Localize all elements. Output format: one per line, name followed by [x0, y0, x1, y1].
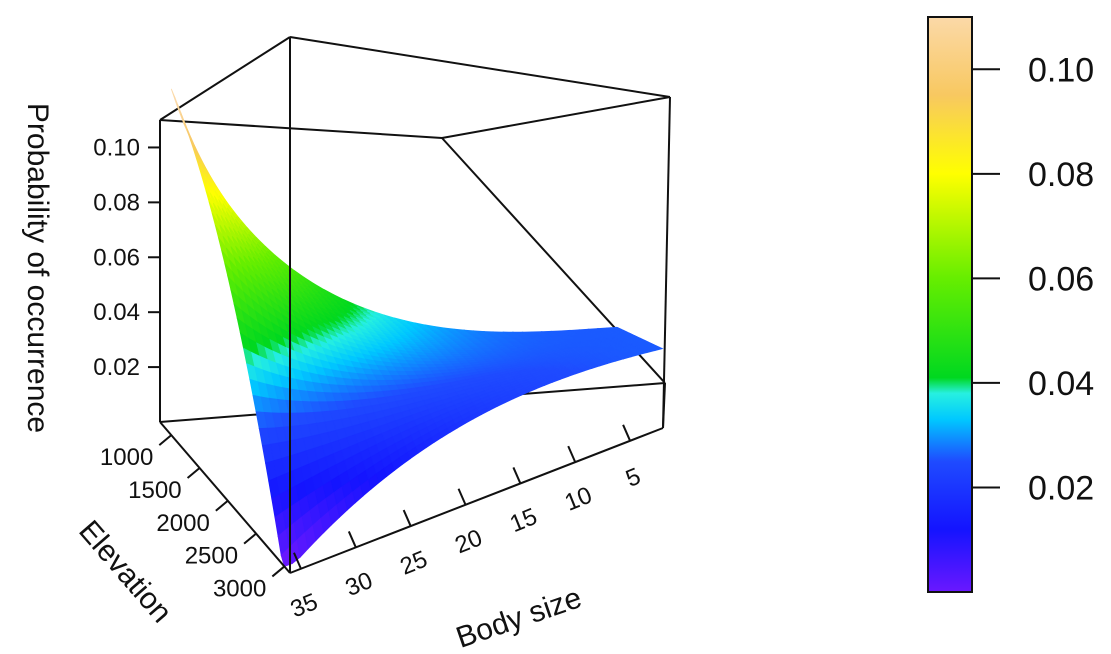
elevation-axis: 1000 1500 2000 2500 3000	[100, 434, 285, 602]
body-size-tick-mark	[622, 424, 632, 442]
elevation-tick-label: 1000	[100, 444, 153, 471]
surface-patch	[652, 347, 664, 352]
body-size-tick-mark	[402, 509, 412, 527]
body-size-tick-mark	[567, 445, 577, 463]
probability-surface	[170, 88, 664, 567]
elevation-tick-mark	[243, 532, 257, 545]
box-edge-floor	[159, 421, 291, 574]
body-size-tick-label: 35	[287, 588, 322, 623]
colorbar-tick-label: 0.04	[1028, 365, 1094, 403]
body-size-tick-mark	[347, 531, 357, 548]
body-size-tick-label: 10	[561, 482, 596, 517]
body-size-tick-label: 20	[451, 524, 486, 559]
box-edge-back-right	[662, 96, 671, 429]
colorbar: 0.10 0.08 0.06 0.04 0.02	[927, 16, 1094, 593]
box-edge-top	[159, 119, 443, 139]
colorbar-tick-label: 0.06	[1028, 260, 1094, 298]
box-edge-top	[159, 36, 291, 121]
body-size-tick-mark	[293, 552, 302, 570]
z-tick-label: 0.08	[93, 189, 140, 216]
elevation-tick-label: 3000	[213, 575, 266, 602]
body-size-tick-label: 30	[342, 567, 377, 602]
elevation-tick-mark	[271, 565, 285, 578]
body-size-axis-title: Body size	[452, 581, 586, 654]
colorbar-scale	[927, 16, 973, 593]
box-edge-top	[441, 96, 671, 139]
z-tick-label: 0.02	[93, 354, 140, 381]
box-edge-top	[289, 36, 671, 98]
elevation-tick-label: 2000	[156, 510, 209, 537]
body-size-tick-mark	[512, 467, 522, 484]
body-size-tick-label: 15	[506, 503, 541, 538]
elevation-tick-mark	[215, 500, 229, 512]
body-size-tick-label: 25	[396, 546, 431, 581]
plot-box-front	[159, 37, 664, 574]
elevation-tick-mark	[158, 434, 172, 446]
z-tick-label: 0.10	[93, 134, 140, 161]
colorbar-tick-label: 0.10	[1028, 51, 1094, 89]
body-size-tick-label: 5	[622, 463, 645, 493]
colorbar-tick-label: 0.08	[1028, 156, 1094, 194]
colorbar-tick-label: 0.02	[1028, 469, 1094, 507]
colorbar-ticks: 0.10 0.08 0.06 0.04 0.02	[972, 51, 1094, 507]
z-tick-label: 0.06	[93, 244, 140, 271]
z-axis-title: Probability of occurrence	[21, 103, 54, 433]
elevation-tick-label: 2500	[185, 543, 238, 570]
body-size-tick-mark	[457, 488, 467, 506]
elevation-tick-mark	[186, 467, 201, 479]
box-edge-floor	[662, 382, 666, 429]
z-axis: 0.10 0.08 0.06 0.04 0.02	[93, 134, 160, 381]
z-tick-label: 0.04	[93, 299, 140, 326]
elevation-tick-label: 1500	[128, 477, 181, 504]
box-edge-floor	[289, 427, 664, 574]
